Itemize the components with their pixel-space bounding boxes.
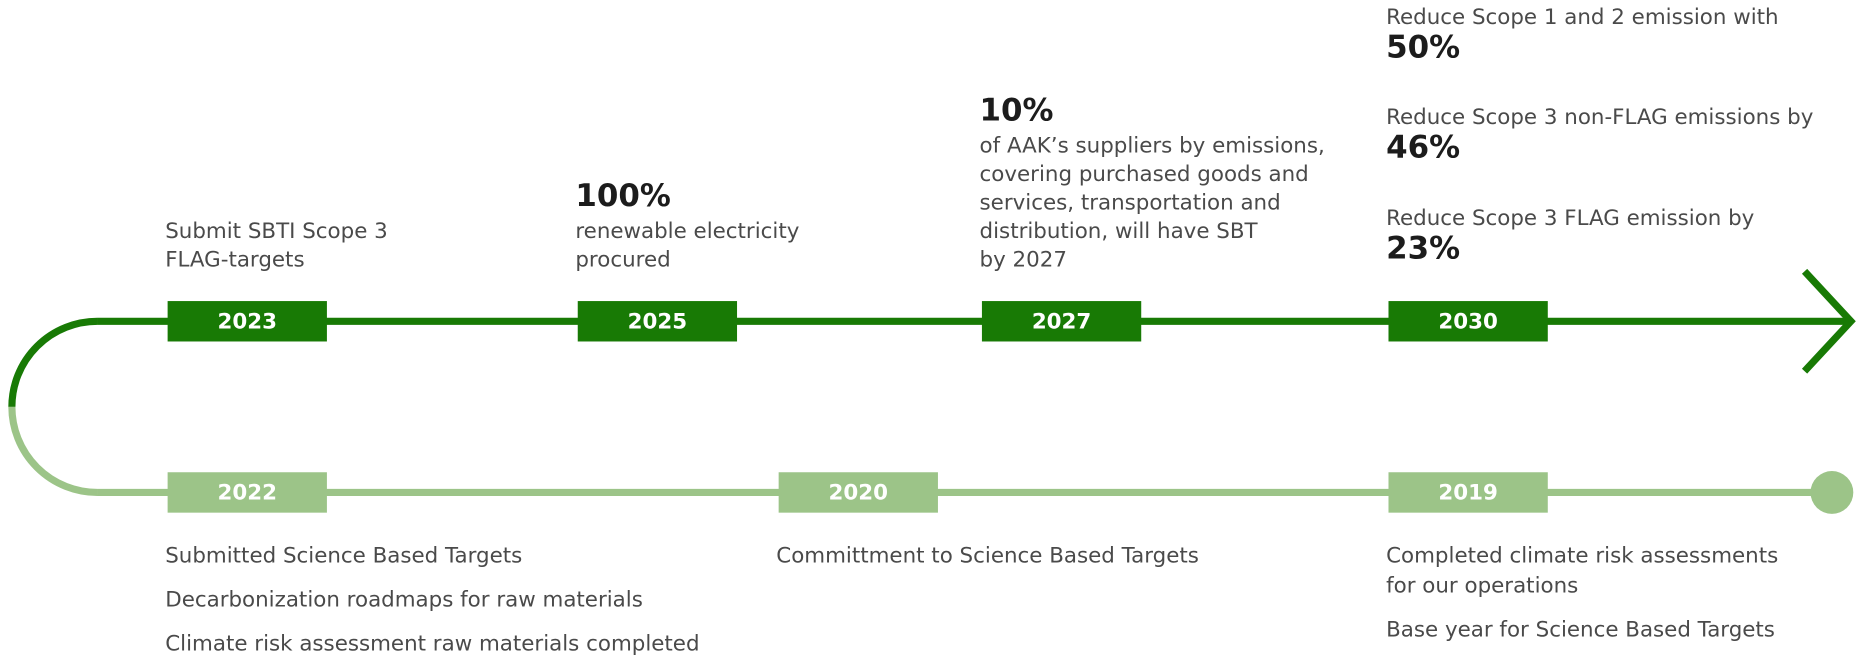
year-label: 2025 xyxy=(628,309,688,334)
milestone-text: Submit SBTI Scope 3 xyxy=(165,219,388,244)
milestone-text: procured xyxy=(575,248,670,273)
target-value: 23% xyxy=(1386,230,1460,266)
milestone-text: of AAK’s suppliers by emissions, xyxy=(980,134,1325,159)
milestone-text: Committment to Science Based Targets xyxy=(776,544,1199,569)
milestone-text: renewable electricity xyxy=(575,219,799,244)
year-box xyxy=(577,301,738,342)
target-text: Reduce Scope 1 and 2 emission with xyxy=(1386,5,1778,30)
year-label: 2019 xyxy=(1438,481,1498,506)
curve-bottom xyxy=(8,406,98,497)
headline: 10% xyxy=(980,93,1054,129)
milestone-text: by 2027 xyxy=(980,248,1067,273)
target-text: Reduce Scope 3 non-FLAG emissions by xyxy=(1386,105,1814,130)
milestone-text: for our operations xyxy=(1386,573,1578,598)
milestone-text: distribution, will have SBT xyxy=(980,219,1259,244)
milestone-text: Climate risk assessment raw materials co… xyxy=(165,632,699,657)
year-label: 2023 xyxy=(218,309,278,334)
milestone-text: Base year for Science Based Targets xyxy=(1386,617,1775,642)
year-label: 2022 xyxy=(218,481,278,506)
arrow-head xyxy=(1801,268,1856,374)
milestone-text: services, transportation and xyxy=(980,191,1281,216)
year-box xyxy=(167,301,327,342)
year-box xyxy=(167,472,327,513)
milestone-text: covering purchased goods and xyxy=(980,162,1309,187)
milestone-text: Completed climate risk assessments xyxy=(1386,544,1778,569)
milestone-text: Submitted Science Based Targets xyxy=(165,544,522,569)
target-value: 46% xyxy=(1386,129,1460,165)
headline: 100% xyxy=(575,178,670,214)
year-label: 2030 xyxy=(1438,309,1498,334)
target-value: 50% xyxy=(1386,30,1460,66)
curve-top xyxy=(8,317,98,407)
year-label: 2020 xyxy=(829,481,889,506)
target-text: Reduce Scope 3 FLAG emission by xyxy=(1386,206,1755,231)
end-dot xyxy=(1810,471,1854,514)
year-box xyxy=(1388,472,1548,513)
year-box xyxy=(981,301,1142,342)
milestone-text: Decarbonization roadmaps for raw materia… xyxy=(165,588,643,613)
year-box xyxy=(1388,301,1548,342)
year-label: 2027 xyxy=(1032,309,1092,334)
year-box xyxy=(778,472,938,513)
milestone-text: FLAG-targets xyxy=(165,248,304,273)
